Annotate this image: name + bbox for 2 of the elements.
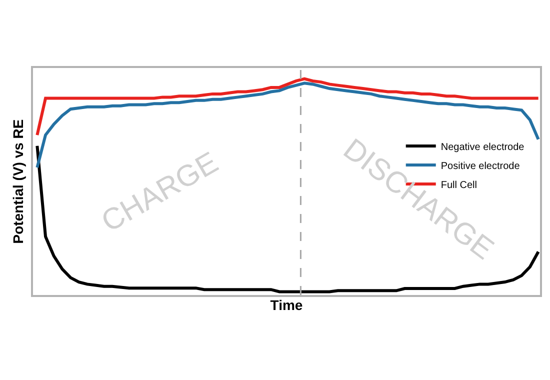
y-axis-title: Potential (V) vs RE bbox=[10, 119, 26, 244]
x-axis-title: Time bbox=[270, 296, 303, 313]
